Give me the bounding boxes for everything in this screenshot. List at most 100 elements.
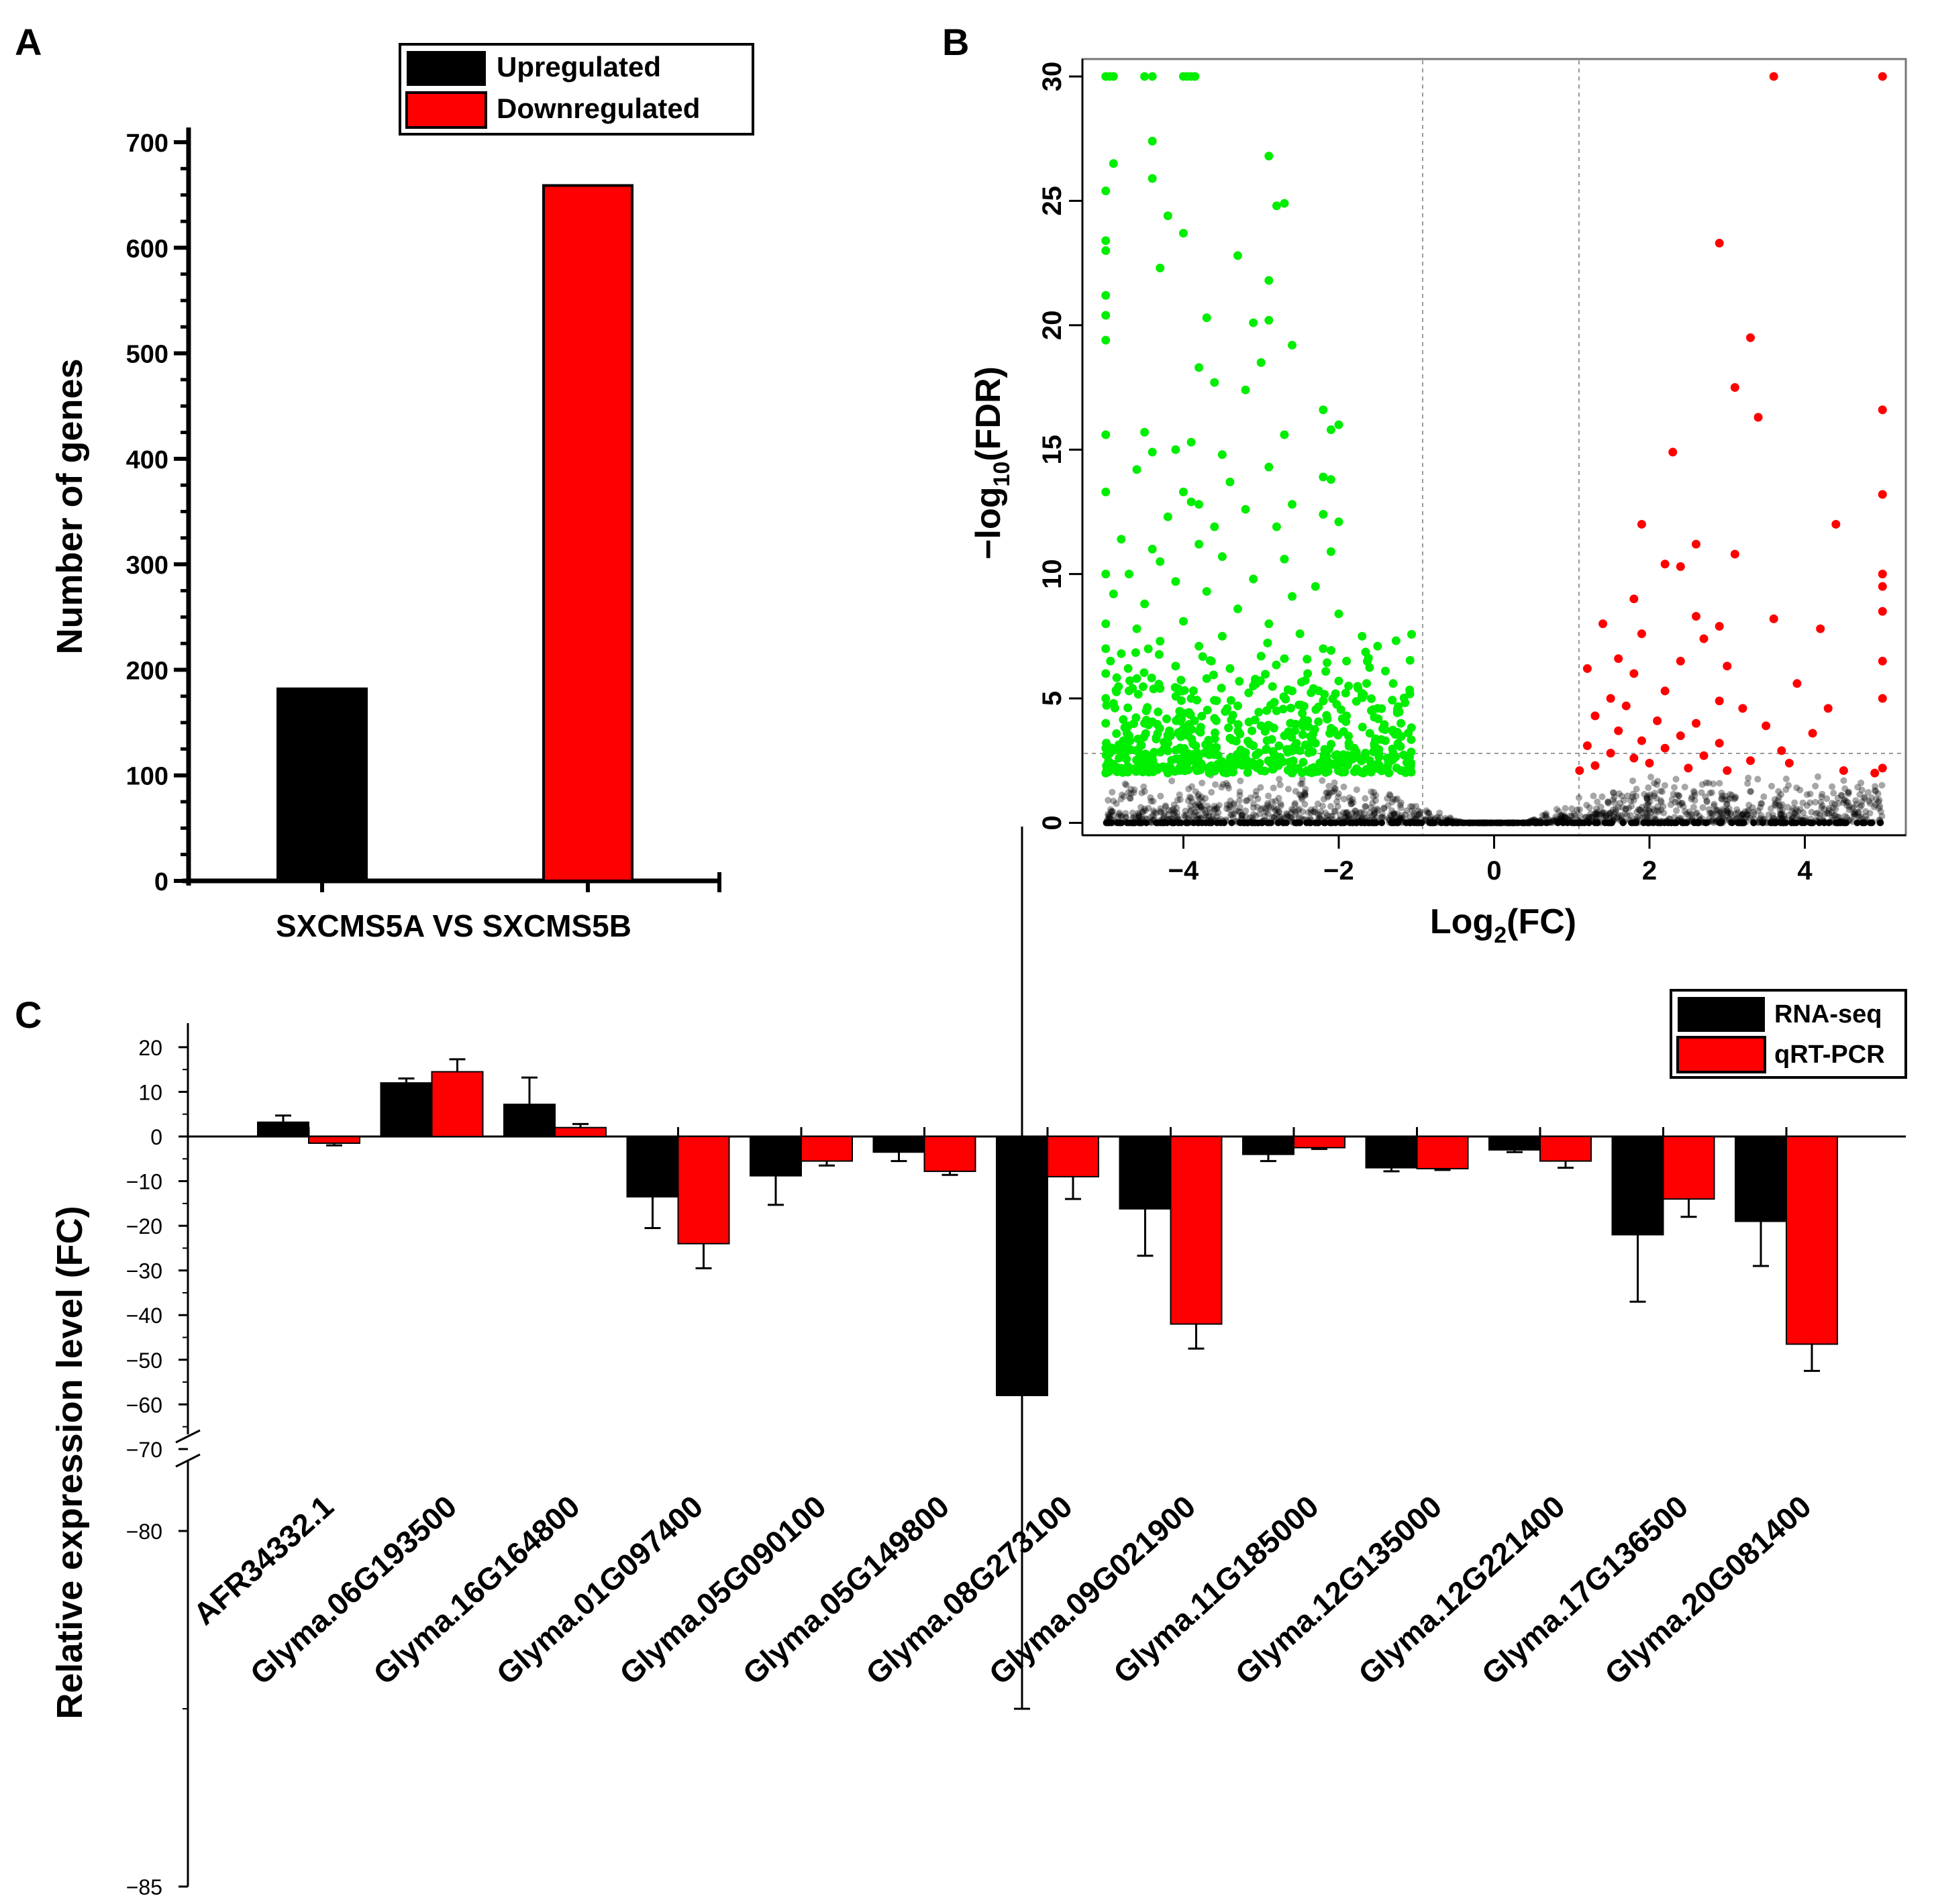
down-point [1264,619,1274,629]
down-point [1109,589,1118,598]
down-point [1172,745,1181,755]
panel-a-chart: 0 100 200 300 400 500 600 700 SXCMS5A VS SXCMS5… [50,43,754,943]
ns-point [1785,782,1792,789]
ns-point [1654,806,1662,814]
panel-b-x-tick-label: 2 [1642,856,1657,886]
down-point [1143,644,1153,653]
panel-b-y-tick-label: 0 [1037,815,1067,830]
ns-point [1161,809,1168,816]
ns-point [1856,791,1864,798]
ns-point [1413,819,1421,827]
down-point [1167,755,1176,765]
ns-point [1374,806,1382,814]
down-point [1254,707,1264,717]
ns-point [1696,812,1703,820]
down-point [1143,721,1153,730]
panel-b-chart: −4 −2 0 2 4 0 5 10 15 20 25 30 Log2(FC) −log10(FDR… [969,58,1907,948]
ns-point [1790,813,1798,821]
up-point [1676,731,1685,741]
axis-break-mark-lower [175,1453,201,1468]
ns-point [1688,814,1696,821]
ns-point [1333,798,1341,805]
ns-point [1213,806,1221,813]
ns-point [1105,819,1112,827]
down-point [1326,425,1335,435]
down-point [1133,734,1143,743]
ns-point [1641,808,1649,816]
ns-point [1228,819,1235,827]
ns-point [1723,800,1731,808]
ns-point [1650,780,1658,787]
ns-point [1671,784,1678,791]
ns-point [1625,804,1633,812]
ns-point [1141,788,1148,795]
ns-point [1699,804,1707,811]
ns-point [1356,809,1364,816]
ns-point [1246,814,1254,821]
ns-point [1108,808,1115,815]
ns-point [1624,792,1631,800]
up-point [1730,383,1739,392]
ns-point [1135,809,1142,816]
up-point [1808,729,1817,738]
ns-point [1168,777,1176,784]
ns-point [1107,806,1114,813]
ns-point [1284,786,1292,793]
ns-point [1206,809,1213,816]
down-point [1360,768,1369,778]
ns-point [1642,806,1649,813]
ns-point [1388,807,1396,814]
down-point [1377,704,1386,713]
rna-seq-bar [1119,1136,1172,1210]
ns-point [1812,798,1819,806]
down-point [1344,731,1354,741]
ns-point [1654,803,1662,810]
category-label: Glyma.11G185000 [1107,1489,1325,1690]
panel-c-y-tick-label: 20 [138,1036,162,1060]
ns-point [1230,801,1237,808]
ns-point [1552,813,1560,821]
ns-point [1390,810,1398,818]
ns-point [1615,804,1622,811]
ns-point [1549,819,1556,827]
ns-point [1857,802,1865,809]
ns-point [1698,781,1706,788]
panel-a-y-tick-label: 0 [154,868,168,896]
down-point [1264,721,1273,730]
ns-point [1653,781,1660,788]
ns-point [1875,798,1882,806]
ns-point [1741,808,1749,815]
ns-point [1590,792,1597,800]
ns-point [1747,788,1754,795]
ns-point [1276,776,1283,783]
ns-point [1717,819,1725,827]
ns-point [1596,810,1604,818]
down-point [1176,676,1186,685]
ns-point [1110,798,1117,805]
ns-point [1293,819,1301,827]
ns-point [1667,819,1674,827]
ns-point [1237,808,1244,816]
ns-point [1392,796,1399,804]
ns-point [1651,807,1658,814]
up-point [1769,72,1778,81]
ns-point [1829,804,1837,811]
ns-point [1727,795,1734,802]
up-point [1745,333,1755,342]
ns-point [1835,814,1843,821]
panel-c-y-tick-label: −60 [126,1393,162,1417]
ns-point [1645,806,1652,814]
ns-point [1327,812,1334,820]
ns-point [1600,814,1607,821]
ns-point [1862,812,1870,820]
down-point [1188,686,1198,696]
down-point [1405,655,1415,665]
panel-label-a: A [15,21,42,63]
down-point [1241,505,1250,514]
down-point [1296,678,1306,687]
ns-point [1633,792,1640,800]
ns-point [1803,791,1811,798]
down-point [1376,735,1386,744]
ns-point [1711,819,1718,827]
panel-c-y-tick-label: 0 [150,1125,162,1149]
